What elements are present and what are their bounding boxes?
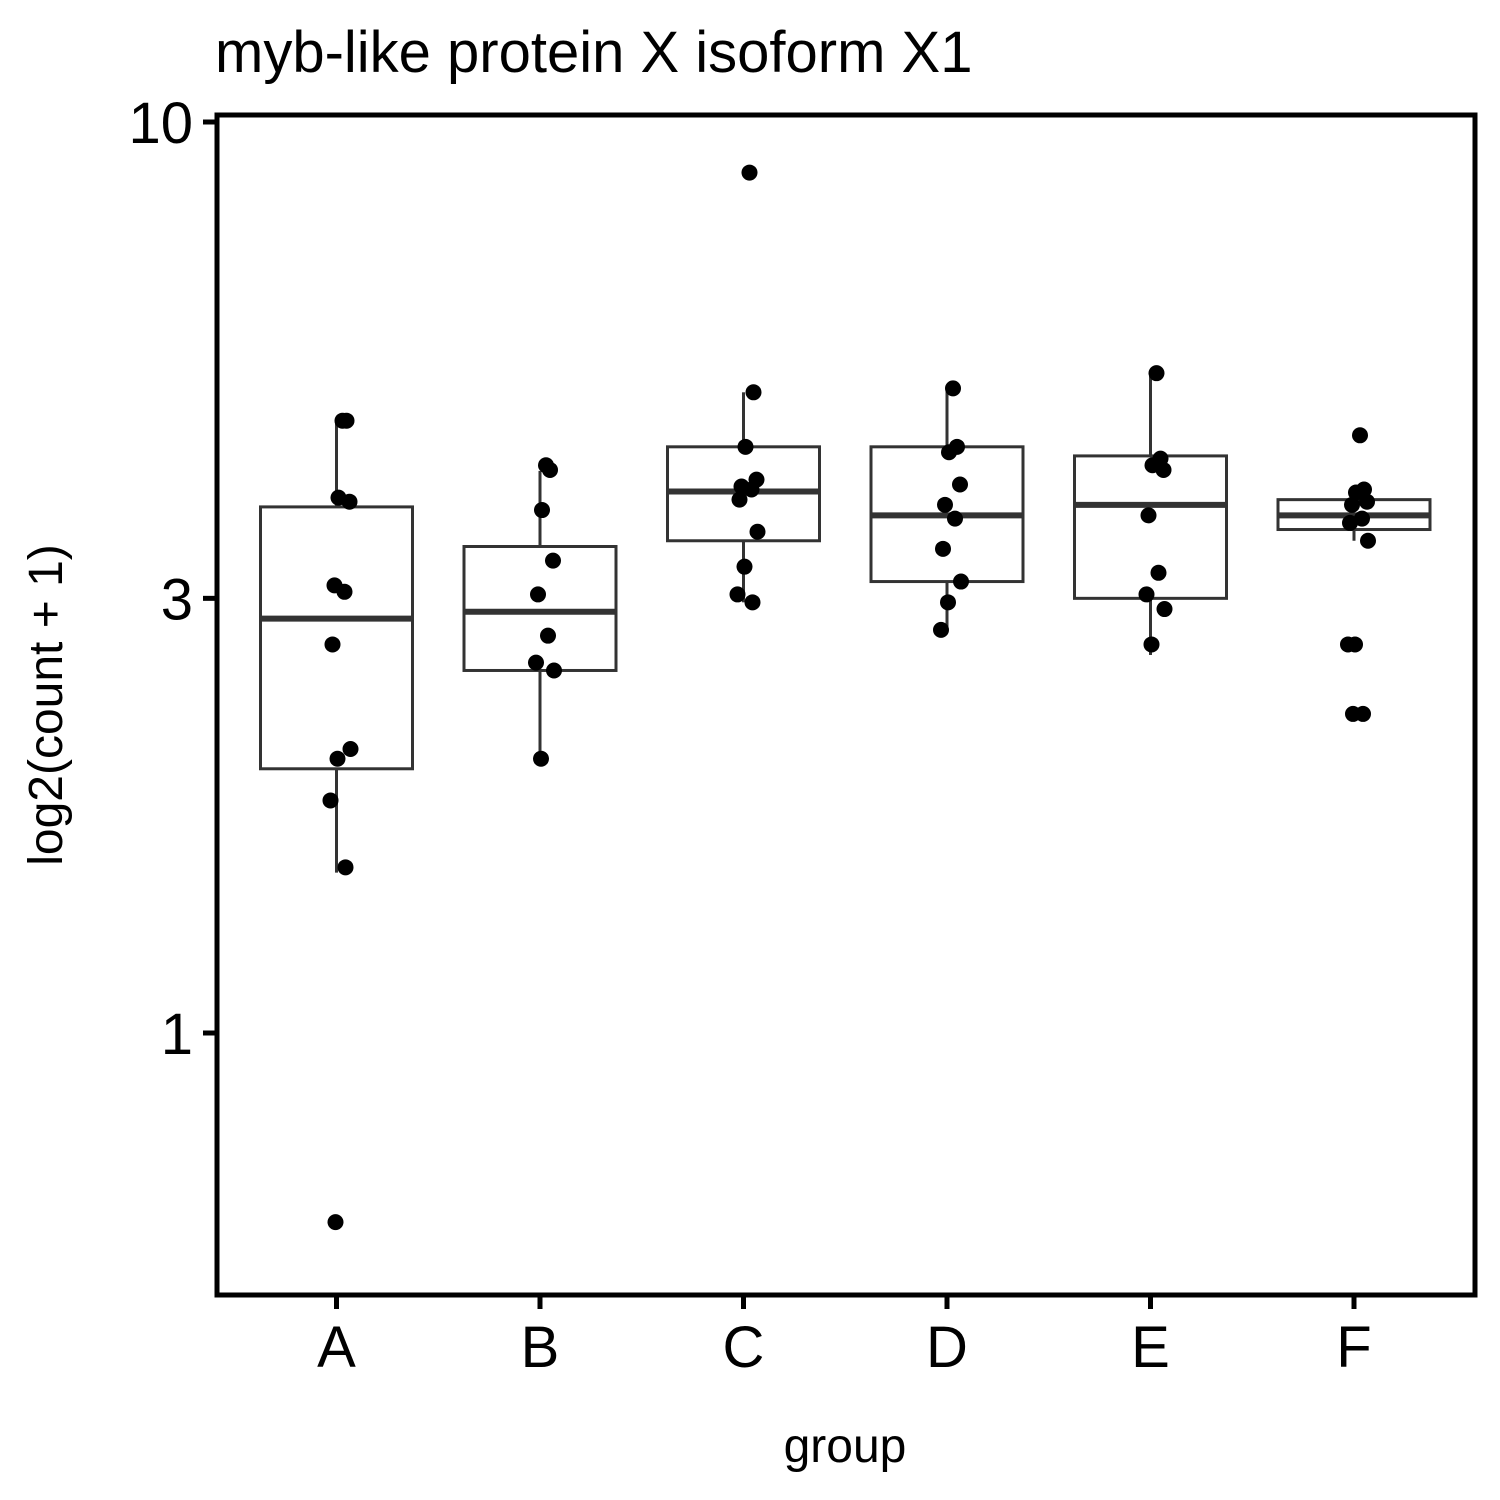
- data-point: [1352, 427, 1368, 444]
- x-tick-label: E: [1131, 1315, 1170, 1380]
- x-tick-label: A: [317, 1315, 356, 1380]
- data-point: [542, 461, 558, 478]
- data-point: [1143, 636, 1160, 653]
- data-point: [749, 523, 766, 540]
- x-tick-label: D: [926, 1315, 968, 1380]
- data-point: [744, 594, 761, 611]
- data-point: [324, 636, 341, 653]
- data-point: [1354, 510, 1370, 527]
- data-point: [953, 573, 969, 590]
- data-point: [736, 558, 753, 575]
- plot-panel-border: [214, 112, 1478, 1298]
- data-point: [341, 493, 358, 510]
- box-iqr: [1073, 454, 1228, 600]
- box-iqr: [462, 545, 618, 672]
- x-tick-label: B: [521, 1315, 560, 1380]
- data-point: [546, 662, 562, 679]
- data-point: [336, 583, 353, 600]
- data-point: [745, 384, 762, 401]
- y-tick-label: 1: [161, 1002, 193, 1067]
- boxes-layer: [259, 373, 1432, 873]
- y-axis: 1 3 10: [128, 91, 217, 1067]
- data-point: [1342, 514, 1358, 531]
- data-point: [1155, 461, 1172, 478]
- x-axis: A B C D E F: [317, 1295, 1372, 1380]
- data-point: [327, 1214, 344, 1231]
- data-point: [947, 510, 963, 527]
- x-axis-title: group: [784, 1420, 907, 1473]
- data-point: [940, 594, 956, 611]
- data-point: [545, 552, 561, 569]
- data-point: [935, 540, 951, 557]
- data-point: [737, 438, 754, 455]
- data-point: [528, 654, 544, 671]
- data-point: [329, 750, 346, 767]
- data-point: [945, 380, 961, 397]
- data-point: [941, 444, 957, 461]
- data-point: [1148, 365, 1165, 382]
- points-layer: [322, 164, 1376, 1231]
- data-point: [743, 481, 760, 498]
- data-point: [1150, 564, 1167, 581]
- data-point: [342, 740, 359, 757]
- data-point: [1340, 636, 1356, 653]
- data-point: [540, 627, 556, 644]
- data-point: [530, 586, 546, 603]
- box-iqr: [259, 505, 414, 771]
- data-point: [1348, 484, 1364, 501]
- box-group-B: [462, 470, 618, 765]
- data-point: [1359, 493, 1375, 510]
- data-point: [729, 586, 746, 603]
- x-tick-label: F: [1336, 1315, 1371, 1380]
- data-point: [933, 621, 949, 638]
- y-tick-label: 10: [128, 91, 193, 156]
- data-point: [1138, 586, 1155, 603]
- data-point: [1360, 532, 1376, 549]
- data-point: [1344, 496, 1360, 513]
- box-group-A: [259, 420, 414, 873]
- data-point: [937, 496, 953, 513]
- data-point: [322, 792, 339, 809]
- y-tick-label: 3: [161, 567, 193, 632]
- data-point: [534, 502, 550, 519]
- data-point: [533, 750, 549, 767]
- data-point: [337, 859, 354, 876]
- data-point: [1140, 507, 1157, 524]
- data-point: [338, 412, 355, 429]
- data-point: [952, 476, 968, 493]
- x-tick-label: C: [723, 1315, 765, 1380]
- data-point: [1345, 705, 1361, 722]
- data-point: [1156, 601, 1173, 618]
- y-axis-title: log2(count + 1): [20, 544, 73, 866]
- data-point: [741, 164, 758, 181]
- data-point: [731, 491, 748, 508]
- chart-title: myb-like protein X isoform X1: [215, 20, 972, 85]
